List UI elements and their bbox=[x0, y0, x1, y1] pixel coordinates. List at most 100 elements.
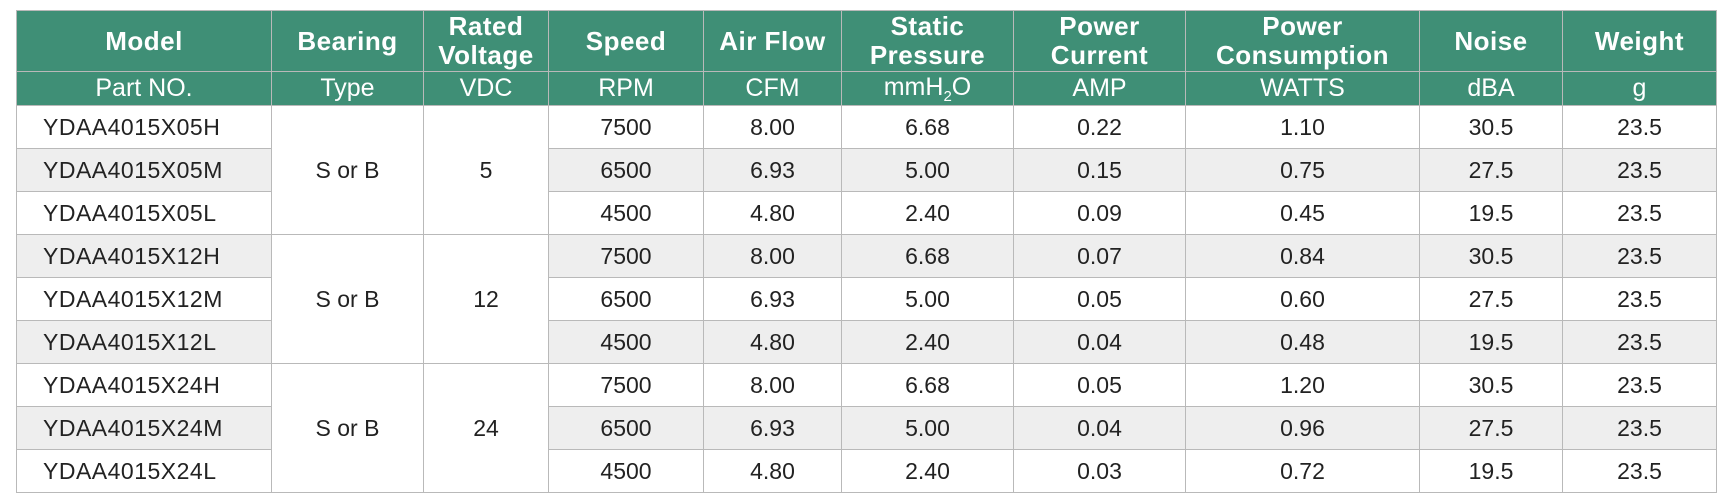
speed-cell: 7500 bbox=[548, 363, 704, 407]
unit-noise: dBA bbox=[1419, 71, 1563, 106]
header-air-flow: Air Flow bbox=[703, 10, 842, 72]
airflow-cell: 6.93 bbox=[703, 148, 842, 192]
weight-cell: 23.5 bbox=[1562, 105, 1717, 149]
noise-cell: 30.5 bbox=[1419, 234, 1563, 278]
spec-body: YDAA4015X05H S or B 5 7500 8.00 6.68 0.22 1.10 3… bbox=[16, 105, 1717, 493]
pressure-cell: 6.68 bbox=[841, 363, 1014, 407]
power-cell: 0.96 bbox=[1185, 406, 1420, 450]
current-cell: 0.05 bbox=[1013, 277, 1186, 321]
power-cell: 0.45 bbox=[1185, 191, 1420, 235]
speed-cell: 6500 bbox=[548, 277, 704, 321]
pressure-cell: 6.68 bbox=[841, 105, 1014, 149]
unit-bearing: Type bbox=[271, 71, 424, 106]
unit-voltage: VDC bbox=[423, 71, 549, 106]
power-cell: 0.75 bbox=[1185, 148, 1420, 192]
voltage-cell: 24 bbox=[423, 363, 549, 493]
bearing-cell: S or B bbox=[271, 105, 424, 235]
noise-cell: 30.5 bbox=[1419, 105, 1563, 149]
weight-cell: 23.5 bbox=[1562, 320, 1717, 364]
header-model: Model bbox=[16, 10, 272, 72]
voltage-cell: 5 bbox=[423, 105, 549, 235]
unit-current: AMP bbox=[1013, 71, 1186, 106]
table-row: YDAA4015X24M 6500 6.93 5.00 0.04 0.96 27.5 23.5 bbox=[16, 406, 1717, 450]
weight-cell: 23.5 bbox=[1562, 277, 1717, 321]
model-cell: YDAA4015X12H bbox=[16, 234, 272, 278]
weight-cell: 23.5 bbox=[1562, 363, 1717, 407]
noise-cell: 19.5 bbox=[1419, 191, 1563, 235]
table-row: YDAA4015X05H S or B 5 7500 8.00 6.68 0.22 1.10 3… bbox=[16, 105, 1717, 235]
noise-cell: 27.5 bbox=[1419, 406, 1563, 450]
current-cell: 0.09 bbox=[1013, 191, 1186, 235]
model-cell: YDAA4015X05L bbox=[16, 191, 272, 235]
power-cell: 0.60 bbox=[1185, 277, 1420, 321]
model-cell: YDAA4015X24M bbox=[16, 406, 272, 450]
noise-cell: 30.5 bbox=[1419, 363, 1563, 407]
noise-cell: 27.5 bbox=[1419, 148, 1563, 192]
model-cell: YDAA4015X05H bbox=[16, 105, 272, 149]
speed-cell: 7500 bbox=[548, 234, 704, 278]
power-cell: 0.84 bbox=[1185, 234, 1420, 278]
power-cell: 1.20 bbox=[1185, 363, 1420, 407]
voltage-cell: 12 bbox=[423, 234, 549, 364]
current-cell: 0.03 bbox=[1013, 449, 1186, 493]
current-cell: 0.04 bbox=[1013, 406, 1186, 450]
current-cell: 0.04 bbox=[1013, 320, 1186, 364]
pressure-cell: 6.68 bbox=[841, 234, 1014, 278]
pressure-cell: 5.00 bbox=[841, 148, 1014, 192]
noise-cell: 19.5 bbox=[1419, 449, 1563, 493]
unit-pressure: mmH2O bbox=[841, 71, 1014, 106]
model-cell: YDAA4015X24H bbox=[16, 363, 272, 407]
pressure-cell: 2.40 bbox=[841, 191, 1014, 235]
unit-model: Part NO. bbox=[16, 71, 272, 106]
unit-airflow: CFM bbox=[703, 71, 842, 106]
speed-cell: 4500 bbox=[548, 449, 704, 493]
noise-cell: 19.5 bbox=[1419, 320, 1563, 364]
speed-cell: 4500 bbox=[548, 320, 704, 364]
table-row: YDAA4015X24L 4500 4.80 2.40 0.03 0.72 19.5 23.5 bbox=[16, 449, 1717, 493]
table-row: YDAA4015X24H S or B 24 7500 8.00 6.68 0.05 1.20… bbox=[16, 363, 1717, 493]
table-row: YDAA4015X12L 4500 4.80 2.40 0.04 0.48 19.5 23.5 bbox=[16, 320, 1717, 364]
airflow-cell: 4.80 bbox=[703, 191, 842, 235]
airflow-cell: 8.00 bbox=[703, 363, 842, 407]
weight-cell: 23.5 bbox=[1562, 148, 1717, 192]
airflow-cell: 6.93 bbox=[703, 406, 842, 450]
weight-cell: 23.5 bbox=[1562, 406, 1717, 450]
model-cell: YDAA4015X12M bbox=[16, 277, 272, 321]
airflow-cell: 8.00 bbox=[703, 234, 842, 278]
current-cell: 0.15 bbox=[1013, 148, 1186, 192]
header-power-consumption: Power Consumption bbox=[1185, 10, 1420, 72]
weight-cell: 23.5 bbox=[1562, 449, 1717, 493]
pressure-cell: 5.00 bbox=[841, 277, 1014, 321]
pressure-cell: 2.40 bbox=[841, 320, 1014, 364]
fan-spec-table: Model Bearing Rated Voltage Speed Air Flo… bbox=[16, 10, 1717, 493]
header-speed: Speed bbox=[548, 10, 704, 72]
power-cell: 1.10 bbox=[1185, 105, 1420, 149]
header-weight: Weight bbox=[1562, 10, 1717, 72]
airflow-cell: 4.80 bbox=[703, 320, 842, 364]
header-rated-voltage: Rated Voltage bbox=[423, 10, 549, 72]
table-row: YDAA4015X05M 6500 6.93 5.00 0.15 0.75 27.5 23.5 bbox=[16, 148, 1717, 192]
model-cell: YDAA4015X24L bbox=[16, 449, 272, 493]
current-cell: 0.22 bbox=[1013, 105, 1186, 149]
noise-cell: 27.5 bbox=[1419, 277, 1563, 321]
table-row: YDAA4015X12H S or B 12 7500 8.00 6.68 0.07 0.84… bbox=[16, 234, 1717, 364]
weight-cell: 23.5 bbox=[1562, 234, 1717, 278]
speed-cell: 7500 bbox=[548, 105, 704, 149]
header-static-pressure: Static Pressure bbox=[841, 10, 1014, 72]
speed-cell: 6500 bbox=[548, 406, 704, 450]
pressure-cell: 5.00 bbox=[841, 406, 1014, 450]
model-cell: YDAA4015X05M bbox=[16, 148, 272, 192]
unit-consumption: WATTS bbox=[1185, 71, 1420, 106]
airflow-cell: 4.80 bbox=[703, 449, 842, 493]
current-cell: 0.07 bbox=[1013, 234, 1186, 278]
unit-row: Part NO. Type VDC RPM CFM mmH2O AMP WATT… bbox=[16, 71, 1717, 106]
weight-cell: 23.5 bbox=[1562, 191, 1717, 235]
airflow-cell: 6.93 bbox=[703, 277, 842, 321]
header-power-current: Power Current bbox=[1013, 10, 1186, 72]
airflow-cell: 8.00 bbox=[703, 105, 842, 149]
power-cell: 0.48 bbox=[1185, 320, 1420, 364]
speed-cell: 6500 bbox=[548, 148, 704, 192]
model-cell: YDAA4015X12L bbox=[16, 320, 272, 364]
header-row: Model Bearing Rated Voltage Speed Air Flo… bbox=[16, 10, 1717, 72]
bearing-cell: S or B bbox=[271, 363, 424, 493]
